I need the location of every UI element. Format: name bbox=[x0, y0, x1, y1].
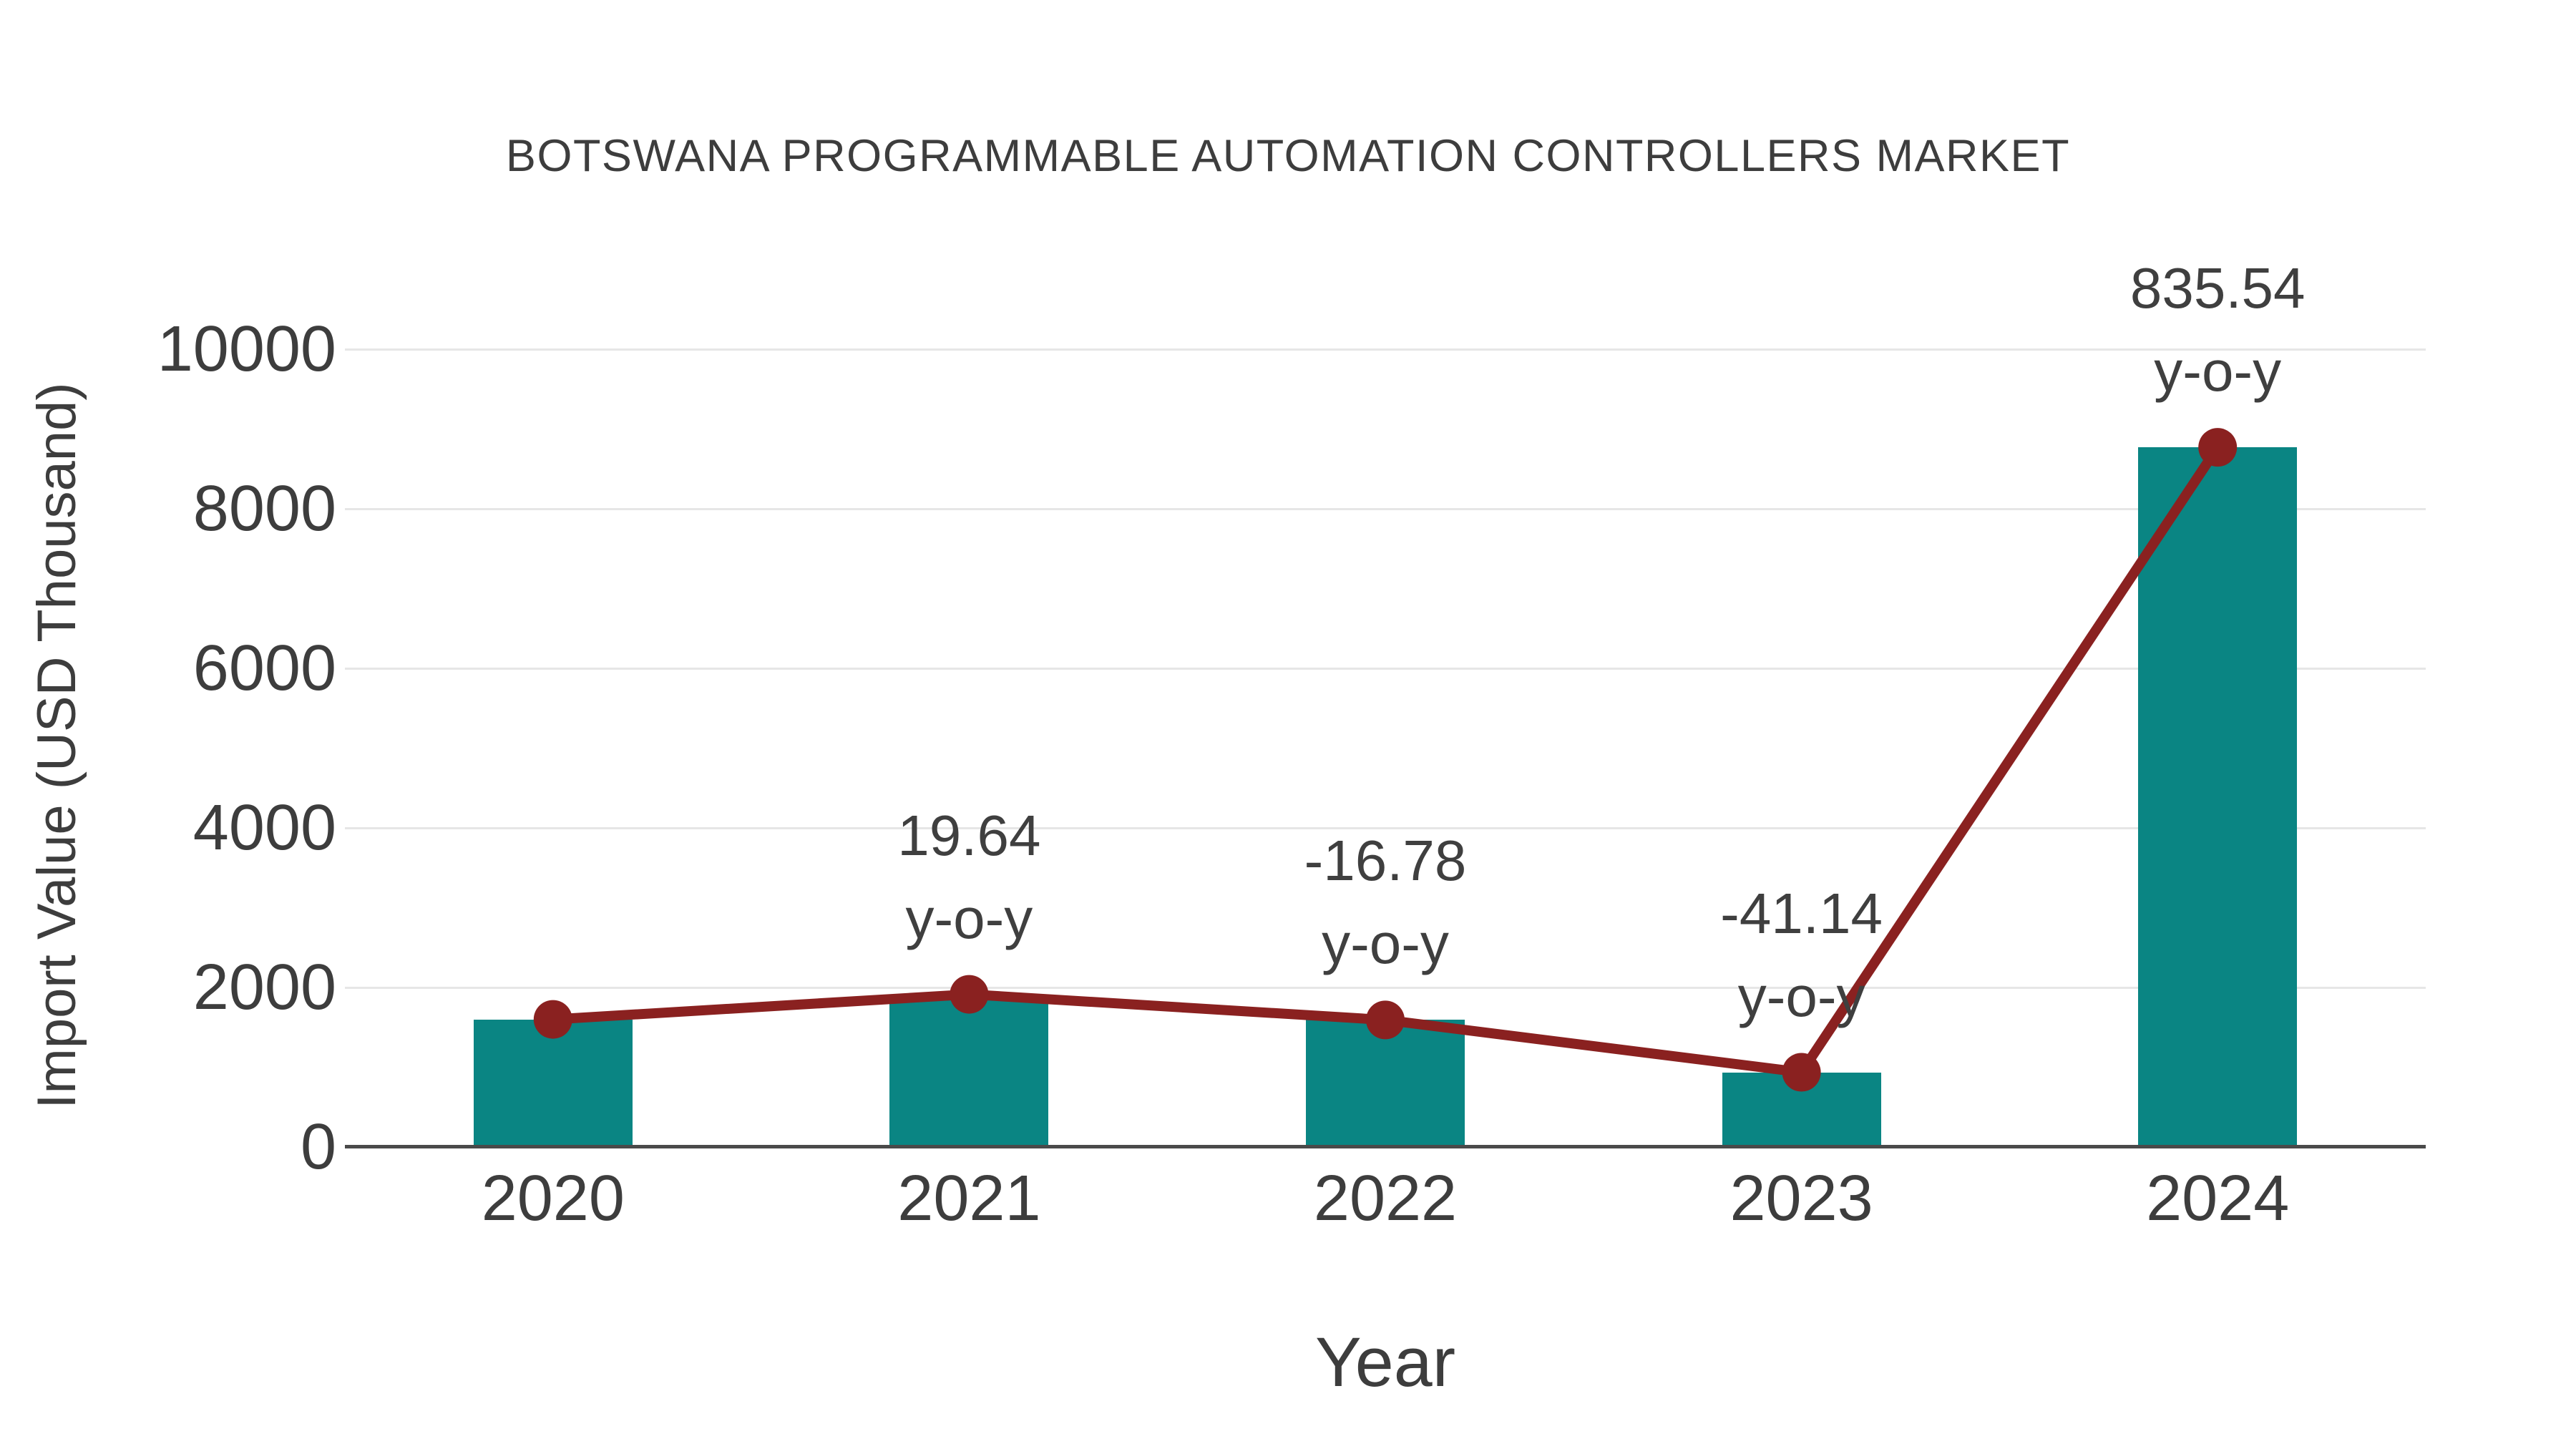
bar-2021 bbox=[889, 994, 1049, 1147]
x-tick-label-2023: 2023 bbox=[1729, 1163, 1873, 1234]
gridline-10000 bbox=[345, 348, 2426, 351]
x-tick-label-2020: 2020 bbox=[481, 1163, 625, 1234]
annotation-2023: -41.14 y-o-y bbox=[1601, 872, 2002, 1038]
bar-2022 bbox=[1306, 1020, 1465, 1147]
annotation-suffix: y-o-y bbox=[1322, 912, 1449, 976]
bar-2023 bbox=[1722, 1072, 1881, 1147]
annotation-2022: -16.78 y-o-y bbox=[1185, 819, 1586, 985]
annotation-value: -41.14 bbox=[1720, 881, 1883, 945]
chart-title: BOTSWANA PROGRAMMABLE AUTOMATION CONTROL… bbox=[505, 131, 2071, 181]
y-tick-label-10000: 10000 bbox=[157, 313, 336, 385]
y-tick-label-2000: 2000 bbox=[192, 952, 336, 1023]
bar-2024 bbox=[2138, 447, 2298, 1147]
x-axis-line bbox=[345, 1145, 2426, 1148]
annotation-suffix: y-o-y bbox=[1737, 964, 1865, 1028]
annotation-2021: 19.64 y-o-y bbox=[769, 794, 1169, 960]
y-tick-label-6000: 6000 bbox=[192, 633, 336, 704]
annotation-2024: 835.54 y-o-y bbox=[2017, 247, 2418, 413]
gridline-6000 bbox=[345, 667, 2426, 670]
y-tick-label-4000: 4000 bbox=[192, 792, 336, 864]
gridline-2000 bbox=[345, 986, 2426, 989]
x-tick-label-2021: 2021 bbox=[897, 1163, 1041, 1234]
annotation-value: 19.64 bbox=[897, 803, 1041, 867]
annotation-value: 835.54 bbox=[2129, 256, 2306, 321]
gridline-8000 bbox=[345, 507, 2426, 510]
annotation-suffix: y-o-y bbox=[2154, 339, 2282, 404]
x-tick-label-2022: 2022 bbox=[1313, 1163, 1458, 1234]
bar-2020 bbox=[473, 1019, 633, 1147]
annotation-value: -16.78 bbox=[1304, 829, 1467, 893]
annotation-suffix: y-o-y bbox=[905, 886, 1033, 950]
y-tick-label-8000: 8000 bbox=[192, 473, 336, 545]
x-axis-title: Year bbox=[1315, 1323, 1455, 1401]
x-tick-label-2024: 2024 bbox=[2146, 1163, 2290, 1234]
y-tick-label-0: 0 bbox=[300, 1111, 336, 1183]
